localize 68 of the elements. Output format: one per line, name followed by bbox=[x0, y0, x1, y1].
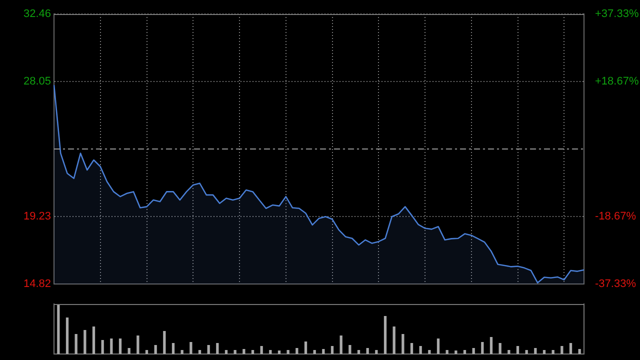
bar bbox=[472, 348, 475, 354]
bar bbox=[348, 345, 352, 354]
bar bbox=[419, 346, 422, 354]
bar bbox=[560, 346, 564, 354]
bar bbox=[286, 350, 290, 354]
bar bbox=[207, 345, 210, 354]
bar bbox=[304, 342, 308, 354]
bar bbox=[436, 338, 440, 354]
bar bbox=[322, 349, 325, 354]
bar bbox=[384, 316, 387, 354]
bar bbox=[313, 350, 316, 354]
bar bbox=[525, 350, 528, 354]
y2-tick-label: +37.33% bbox=[595, 8, 639, 20]
bar bbox=[481, 342, 484, 354]
bar bbox=[569, 343, 572, 354]
y2-tick-label: -18.67% bbox=[595, 210, 636, 223]
bar bbox=[375, 350, 378, 354]
bar bbox=[128, 348, 130, 354]
bar bbox=[92, 326, 96, 354]
bar bbox=[154, 345, 157, 354]
bar bbox=[180, 350, 184, 354]
bar bbox=[216, 343, 219, 354]
bar bbox=[57, 304, 60, 354]
y2-tick-label: +18.67% bbox=[595, 76, 639, 88]
bar bbox=[136, 336, 140, 354]
bar bbox=[498, 343, 502, 354]
bar bbox=[402, 334, 404, 354]
bar bbox=[454, 350, 458, 354]
bar bbox=[357, 350, 360, 354]
bar bbox=[260, 346, 263, 354]
bar bbox=[190, 342, 192, 354]
bar bbox=[84, 330, 86, 354]
bar bbox=[428, 350, 431, 354]
bar bbox=[145, 350, 148, 354]
bar bbox=[198, 350, 202, 354]
bar bbox=[578, 349, 581, 354]
bar bbox=[74, 334, 78, 354]
y2-tick-label: -37.33% bbox=[595, 278, 636, 290]
bar bbox=[101, 340, 104, 354]
y-tick-label: 28.05 bbox=[23, 76, 51, 88]
bar bbox=[542, 350, 546, 354]
y-tick-label: 32.46 bbox=[23, 8, 51, 20]
y-tick-label: 14.82 bbox=[23, 278, 51, 290]
bar bbox=[552, 350, 554, 354]
bar bbox=[66, 318, 69, 354]
bar bbox=[392, 326, 396, 354]
bar bbox=[446, 350, 448, 354]
bar bbox=[269, 350, 272, 354]
bar bbox=[508, 350, 510, 354]
bar bbox=[463, 350, 466, 354]
bar bbox=[330, 346, 334, 354]
bar bbox=[340, 336, 342, 354]
bar bbox=[410, 343, 414, 354]
bar bbox=[234, 350, 236, 354]
bar bbox=[251, 350, 254, 354]
bar bbox=[534, 348, 537, 354]
bar bbox=[278, 350, 281, 354]
bar bbox=[110, 338, 113, 354]
bar bbox=[163, 331, 166, 354]
bar bbox=[242, 349, 246, 354]
bar bbox=[296, 348, 298, 354]
bar bbox=[224, 350, 228, 354]
y-tick-label: 19.23 bbox=[23, 210, 51, 223]
bar bbox=[490, 337, 493, 354]
bar bbox=[118, 338, 122, 354]
bar bbox=[516, 346, 520, 354]
bar bbox=[172, 343, 175, 354]
bar bbox=[366, 348, 369, 354]
